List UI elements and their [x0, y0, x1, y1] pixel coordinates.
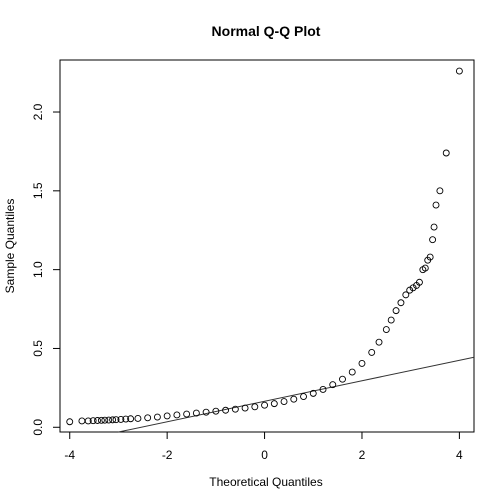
data-point	[455, 67, 463, 75]
data-point	[329, 381, 337, 389]
x-tick-label: -4	[64, 448, 75, 462]
data-point	[105, 416, 113, 424]
data-point	[436, 187, 444, 195]
data-point	[112, 416, 120, 424]
data-point	[409, 284, 417, 292]
data-point	[163, 412, 171, 420]
data-point	[222, 406, 230, 414]
x-tick-label: 2	[359, 448, 366, 462]
data-point	[406, 286, 414, 294]
data-point	[122, 415, 130, 423]
data-point	[339, 375, 346, 383]
data-point	[319, 385, 327, 393]
data-point	[375, 338, 383, 346]
y-tick-label: 0.5	[31, 340, 45, 357]
x-axis-label: Theoretical Quantiles	[209, 475, 322, 489]
data-point	[429, 236, 437, 244]
data-point	[368, 348, 376, 356]
data-point	[144, 414, 152, 422]
data-point	[421, 264, 429, 272]
data-point	[84, 417, 92, 425]
data-point	[270, 400, 278, 408]
data-point	[173, 411, 181, 419]
data-point	[241, 404, 249, 412]
chart-title: Normal Q-Q Plot	[212, 23, 321, 39]
data-point	[290, 395, 298, 403]
data-point	[397, 299, 405, 307]
data-point	[66, 418, 74, 426]
y-tick-label: 2.0	[31, 103, 45, 120]
data-point	[402, 291, 410, 299]
y-axis-label: Sample Quantiles	[3, 199, 17, 294]
x-axis: -4 -2 0 2 4	[64, 431, 463, 462]
data-point	[134, 414, 142, 422]
data-points	[66, 67, 463, 426]
data-point	[309, 389, 317, 397]
data-point	[212, 407, 220, 415]
reference-line-group	[118, 356, 475, 433]
data-point	[415, 278, 423, 286]
data-point	[382, 326, 390, 333]
data-point	[300, 393, 307, 400]
data-point	[89, 417, 97, 425]
y-tick-label: 1.0	[31, 261, 45, 278]
data-point	[426, 253, 434, 261]
x-tick-label: -2	[162, 448, 173, 462]
data-point	[231, 405, 239, 413]
data-point	[358, 359, 366, 367]
data-point	[127, 415, 135, 423]
x-tick-label: 0	[261, 448, 268, 462]
data-point	[94, 417, 101, 424]
data-point	[78, 417, 86, 425]
y-tick-label: 0.0	[31, 419, 45, 436]
data-point	[430, 223, 438, 231]
data-point	[153, 413, 161, 421]
data-point	[392, 307, 400, 315]
reference-line	[118, 356, 475, 433]
data-point	[192, 409, 200, 417]
x-tick-label: 4	[456, 448, 463, 462]
data-point	[109, 416, 117, 424]
data-point	[432, 201, 440, 209]
y-tick-label: 1.5	[31, 182, 45, 199]
data-point	[97, 416, 105, 424]
plot-frame	[59, 59, 475, 433]
data-point	[202, 408, 210, 416]
data-point	[117, 415, 125, 423]
data-point	[101, 416, 109, 424]
y-axis: 0.0 0.5 1.0 1.5 2.0	[31, 103, 61, 436]
data-point	[280, 398, 288, 406]
data-point	[251, 403, 259, 411]
data-point	[442, 149, 450, 157]
data-point	[387, 316, 395, 324]
data-point	[348, 368, 356, 376]
data-point	[261, 401, 269, 409]
data-point	[183, 410, 191, 418]
